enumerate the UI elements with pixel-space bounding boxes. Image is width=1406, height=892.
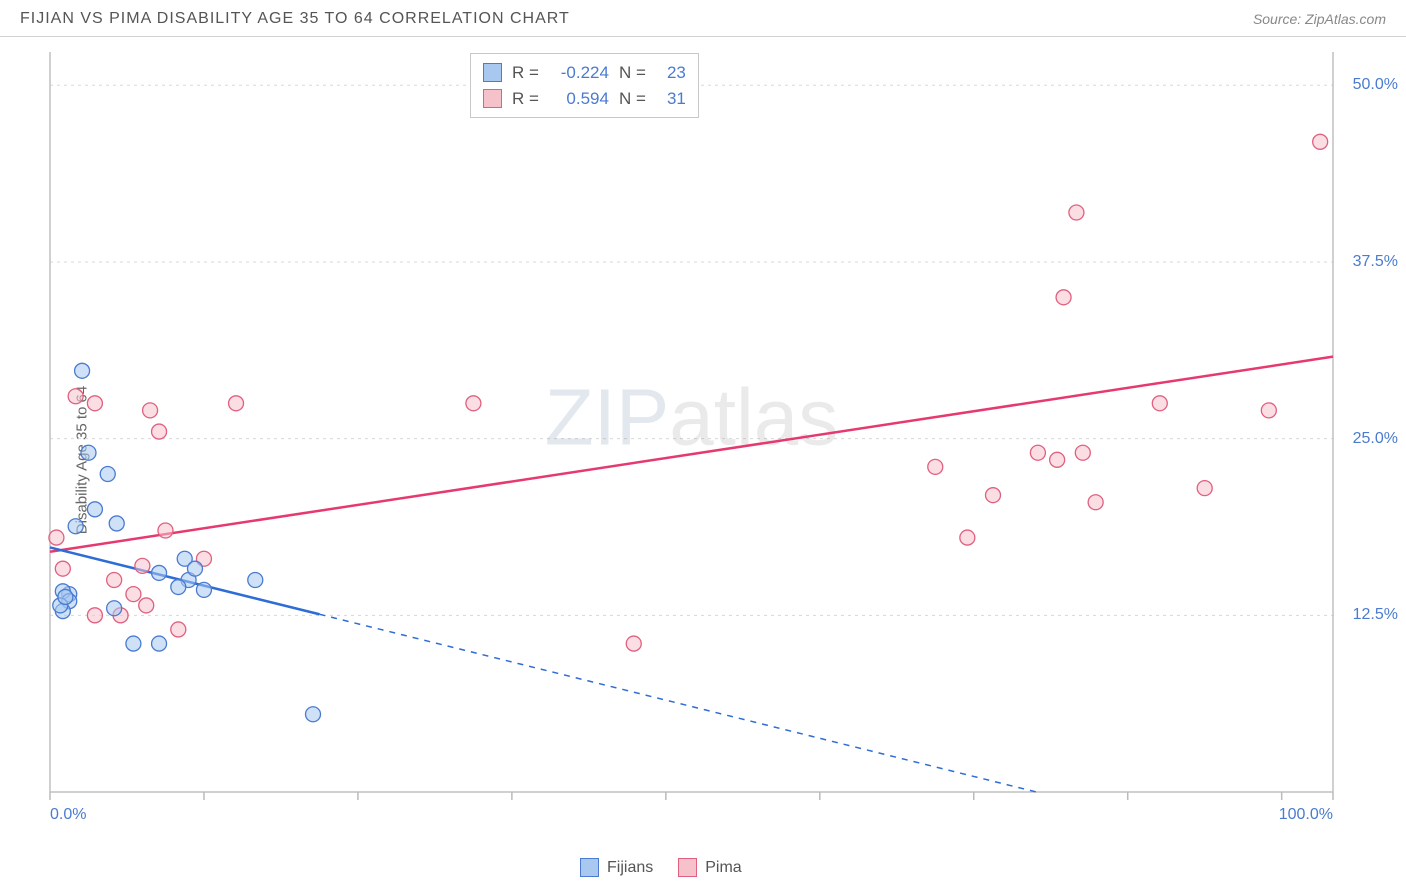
legend-swatch-icon	[678, 858, 697, 877]
legend-n-label: N =	[619, 60, 646, 86]
series-legend-item: Fijians	[580, 858, 653, 877]
legend-n-value: 23	[656, 60, 686, 86]
legend-n-label: N =	[619, 86, 646, 112]
legend-r-value: -0.224	[549, 60, 609, 86]
legend-stat-row: R = -0.224 N = 23	[483, 60, 686, 86]
series-legend-label: Pima	[705, 859, 741, 877]
y-tick-label: 25.0%	[1353, 430, 1398, 448]
chart-area: Disability Age 35 to 64 ZIPatlas 12.5%25…	[0, 37, 1406, 883]
legend-r-value: 0.594	[549, 86, 609, 112]
chart-title: FIJIAN VS PIMA DISABILITY AGE 35 TO 64 C…	[20, 10, 570, 28]
chart-source: Source: ZipAtlas.com	[1253, 11, 1386, 27]
legend-n-value: 31	[656, 86, 686, 112]
x-tick-label: 0.0%	[50, 806, 86, 824]
x-tick-label: 100.0%	[1279, 806, 1333, 824]
y-tick-label: 12.5%	[1353, 606, 1398, 624]
legend-stat-row: R = 0.594 N = 31	[483, 86, 686, 112]
series-legend-item: Pima	[678, 858, 741, 877]
legend-r-label: R =	[512, 60, 539, 86]
series-legend: Fijians Pima	[580, 858, 742, 877]
scatter-plot: ZIPatlas	[48, 47, 1388, 837]
legend-swatch-icon	[483, 63, 502, 82]
y-tick-label: 50.0%	[1353, 76, 1398, 94]
legend-r-label: R =	[512, 86, 539, 112]
series-legend-label: Fijians	[607, 859, 653, 877]
legend-swatch-icon	[580, 858, 599, 877]
svg-text:ZIPatlas: ZIPatlas	[545, 373, 838, 462]
correlation-legend: R = -0.224 N = 23 R = 0.594 N = 31	[470, 53, 699, 118]
chart-header: FIJIAN VS PIMA DISABILITY AGE 35 TO 64 C…	[0, 0, 1406, 37]
y-tick-label: 37.5%	[1353, 253, 1398, 271]
legend-swatch-icon	[483, 89, 502, 108]
